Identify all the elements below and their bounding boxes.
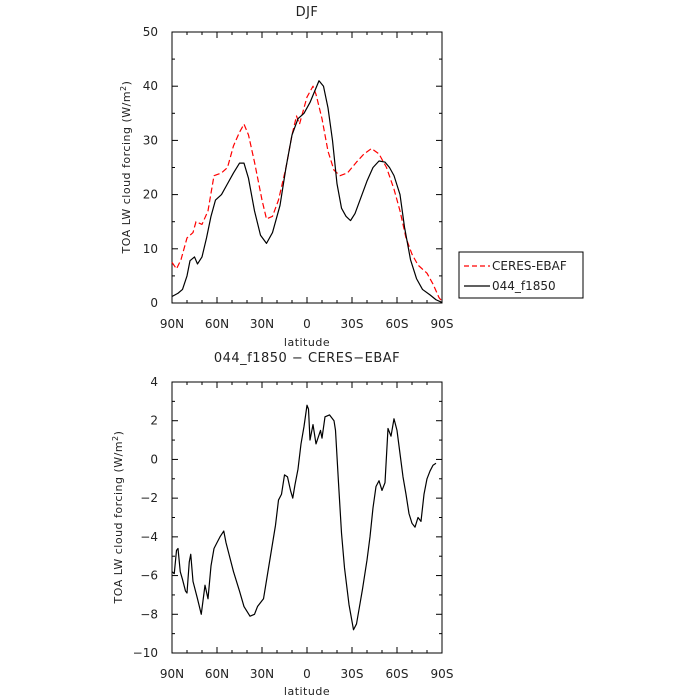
top-tick-labels: 90N 60N 30N 0 30S 60S 90S 0 10 20 30 40 50 (143, 25, 454, 331)
top-series-line-ceres-ebaf (171, 85, 443, 302)
bottom-y-tick-label: −4 (140, 530, 158, 544)
bottom-y-tick-label: 4 (150, 375, 158, 389)
bottom-y-tick-label: 2 (150, 414, 158, 428)
bottom-panel: 044_f1850 − CERES−EBAF 90N 60N 30N 0 30S 60S 9… (111, 351, 453, 698)
legend-label-ceres: CERES-EBAF (492, 259, 567, 273)
top-series-line-044-f1850 (171, 80, 443, 304)
bottom-x-tick-label: 30N (250, 667, 274, 681)
top-y-tick-label: 10 (143, 242, 158, 256)
bottom-x-tick-label: 60S (386, 667, 409, 681)
top-plot-frame (171, 31, 443, 304)
bottom-series-lines (171, 404, 437, 631)
bottom-y-tick-label: −10 (133, 646, 158, 660)
bottom-chart-title: 044_f1850 − CERES−EBAF (214, 351, 400, 366)
top-y-axis-label: TOA LW cloud forcing (W/m2) (119, 81, 133, 255)
bottom-x-tick-label: 30S (341, 667, 364, 681)
top-panel: DJF 90N 60N 30N 0 30S 60S 90S 0 10 20 30 40 50 latit… (119, 5, 584, 349)
top-y-tick-label: 20 (143, 188, 158, 202)
bottom-x-axis-label: latitude (284, 685, 330, 698)
legend: CERES-EBAF 044_f1850 (458, 251, 584, 299)
bottom-plot-frame (171, 381, 443, 654)
bottom-y-tick-label: 0 (150, 452, 158, 466)
top-x-tick-label: 90N (160, 317, 184, 331)
top-y-tick-label: 40 (143, 79, 158, 93)
top-chart-title: DJF (296, 5, 319, 20)
top-y-tick-label: 50 (143, 25, 158, 39)
top-x-tick-label: 90S (431, 317, 454, 331)
top-ticks (171, 31, 443, 304)
top-y-tick-label: 0 (150, 296, 158, 310)
bottom-ticks (171, 381, 443, 654)
legend-box (458, 251, 584, 299)
top-x-tick-label: 60N (205, 317, 229, 331)
top-x-tick-label: 60S (386, 317, 409, 331)
bottom-y-tick-label: −2 (140, 491, 158, 505)
top-x-axis-label: latitude (284, 336, 330, 349)
bottom-x-tick-label: 0 (303, 667, 311, 681)
top-x-tick-label: 0 (303, 317, 311, 331)
bottom-y-tick-label: −8 (140, 607, 158, 621)
top-x-tick-label: 30N (250, 317, 274, 331)
bottom-x-tick-label: 60N (205, 667, 229, 681)
top-x-tick-label: 30S (341, 317, 364, 331)
bottom-y-tick-label: −6 (140, 569, 158, 583)
legend-label-model: 044_f1850 (492, 279, 556, 293)
bottom-x-tick-label: 90N (160, 667, 184, 681)
bottom-x-tick-label: 90S (431, 667, 454, 681)
top-y-tick-label: 30 (143, 133, 158, 147)
bottom-tick-labels: 90N 60N 30N 0 30S 60S 90S −10 −8 −6 −4 −2 0 2 4 (133, 375, 454, 681)
bottom-y-axis-label: TOA LW cloud forcing (W/m2) (111, 431, 125, 605)
bottom-series-line-0 (171, 404, 437, 631)
top-series-lines (171, 80, 443, 304)
